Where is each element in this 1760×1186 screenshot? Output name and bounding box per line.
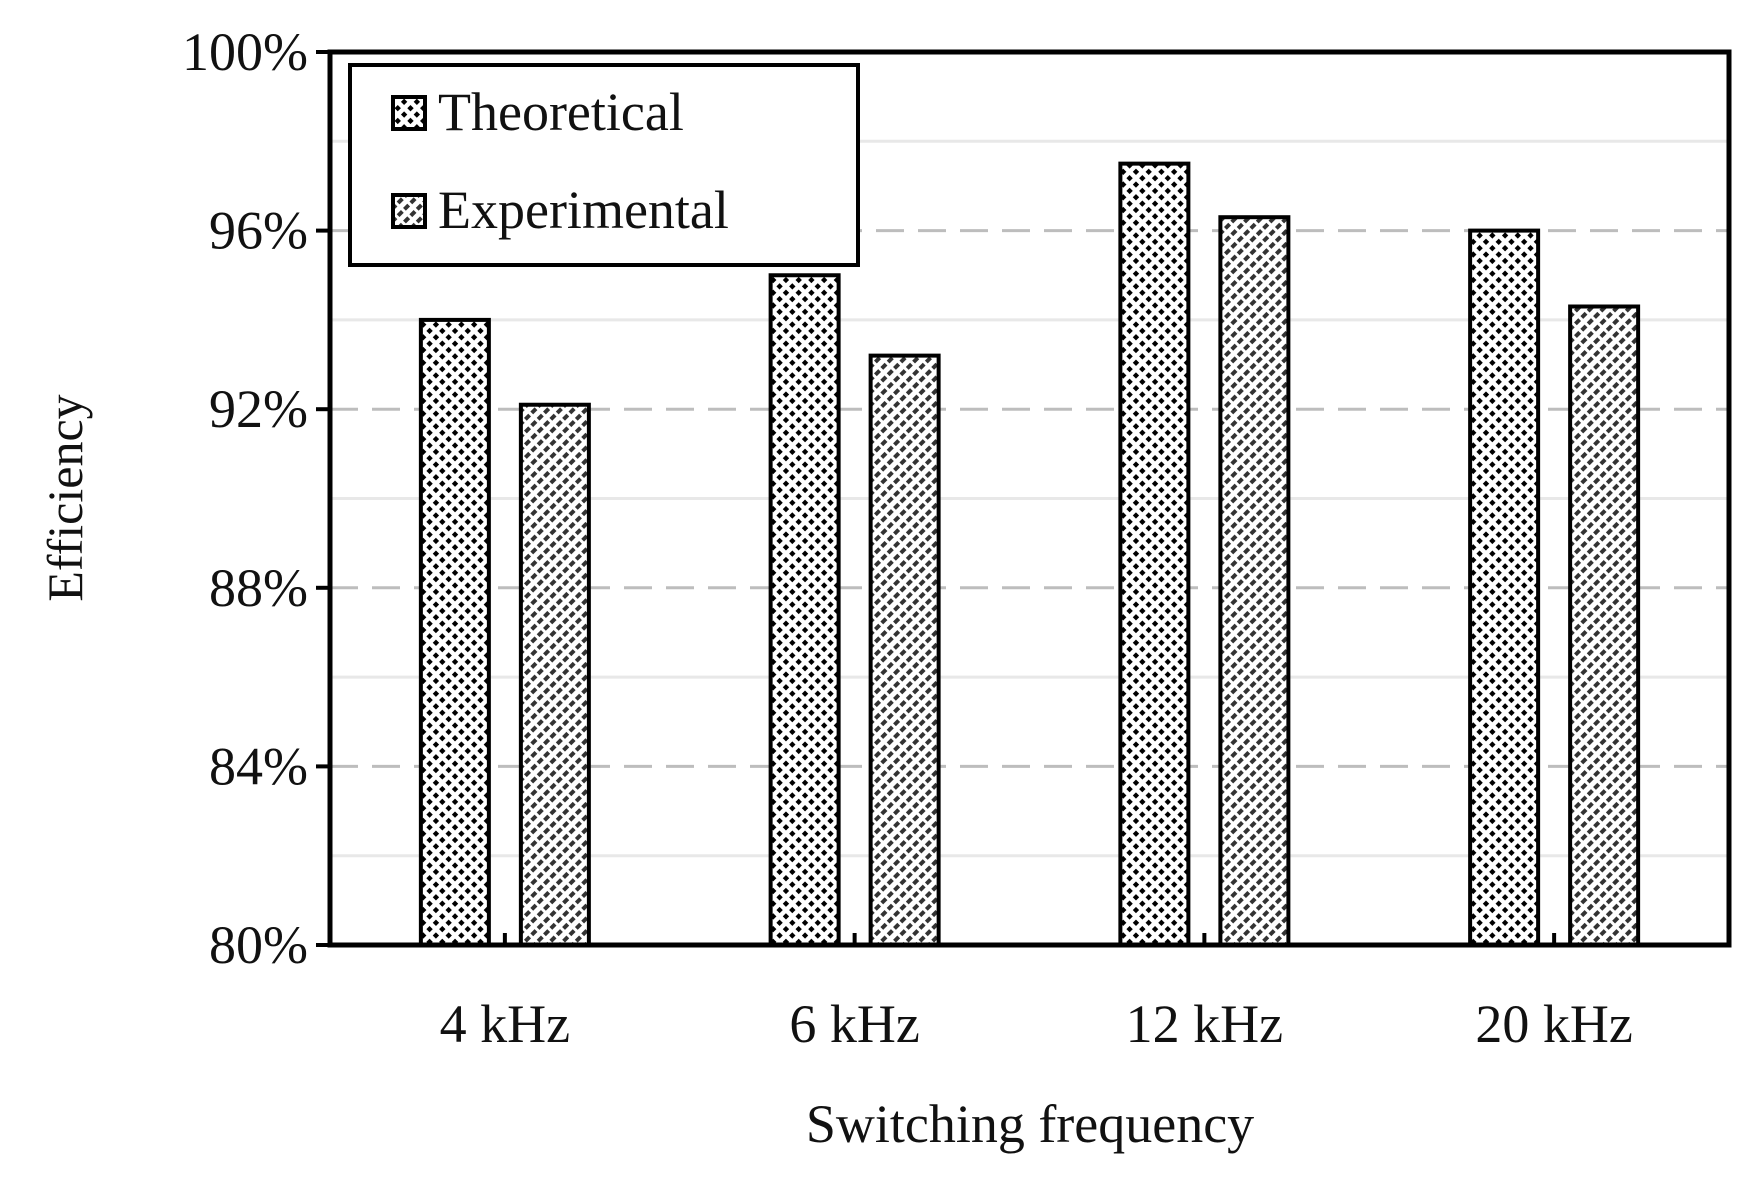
- legend-label-experimental: Experimental: [438, 180, 729, 240]
- bar-experimental-3: [1568, 304, 1641, 947]
- legend-swatch-experimental: [391, 193, 427, 229]
- y-tick-label: 92%: [209, 379, 308, 439]
- y-tick-label: 96%: [209, 201, 308, 261]
- y-tick-label: 80%: [209, 915, 308, 975]
- x-tick-label: 12 kHz: [1126, 994, 1283, 1054]
- legend-label-theoretical: Theoretical: [438, 82, 684, 142]
- y-tick-label: 88%: [209, 558, 308, 618]
- legend-box: [348, 63, 860, 267]
- bar-experimental-1: [868, 353, 941, 947]
- x-axis-title: Switching frequency: [806, 1094, 1254, 1154]
- legend: Theoretical Experimental: [348, 63, 860, 267]
- x-tick-label: 20 kHz: [1475, 994, 1632, 1054]
- x-tick-labels: 4 kHz 6 kHz 12 kHz 20 kHz: [440, 994, 1633, 1054]
- y-tick-label: 100%: [182, 22, 308, 82]
- x-tick-label: 6 kHz: [789, 994, 919, 1054]
- bar-experimental-2: [1218, 215, 1291, 947]
- bars: [418, 161, 1641, 948]
- legend-swatch-theoretical: [391, 95, 427, 131]
- y-tick-label: 84%: [209, 736, 308, 796]
- y-axis-title: Efficiency: [37, 394, 93, 601]
- bar-theoretical-2: [1118, 161, 1191, 947]
- y-tick-labels: 80% 84% 88% 92% 96% 100%: [182, 22, 308, 975]
- bar-theoretical-3: [1468, 228, 1541, 948]
- plot-frame: [327, 49, 1732, 948]
- bar-theoretical-0: [418, 317, 491, 947]
- bar-experimental-0: [518, 402, 591, 947]
- axis-ticks: [316, 50, 1557, 947]
- bar-theoretical-1: [768, 273, 841, 947]
- x-tick-label: 4 kHz: [440, 994, 570, 1054]
